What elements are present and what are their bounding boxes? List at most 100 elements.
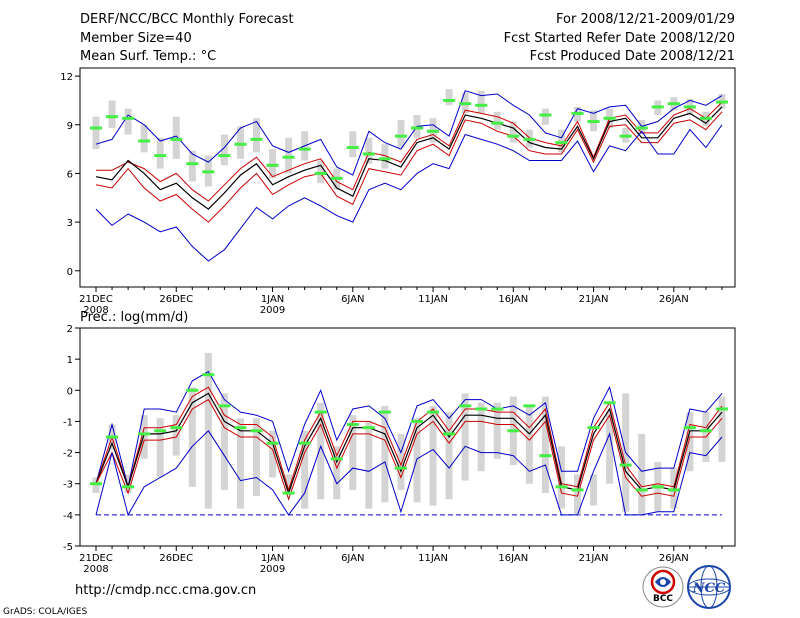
median-mark	[411, 419, 423, 423]
spread-box	[718, 396, 726, 462]
variable-label: Mean Surf. Temp.: °C	[80, 49, 216, 64]
median-mark	[571, 488, 584, 492]
spread-box	[397, 119, 405, 148]
median-mark	[330, 176, 343, 180]
spread-box	[333, 446, 341, 500]
x-year-label: 2008	[83, 564, 108, 575]
spread-box	[397, 433, 405, 490]
forecast-period: For 2008/12/21-2009/01/29	[556, 12, 735, 27]
median-mark	[459, 404, 472, 408]
spread-box	[509, 121, 517, 143]
y-tick-label: -4	[63, 511, 73, 522]
median-mark	[266, 163, 279, 167]
y-tick-label: 0	[67, 267, 73, 278]
spread-box	[285, 137, 293, 174]
median-mark	[282, 491, 295, 495]
median-mark	[667, 488, 680, 492]
x-tick-label: 11JAN	[418, 553, 448, 564]
series-line-spread-low	[95, 111, 723, 223]
median-mark	[571, 111, 584, 115]
median-mark	[282, 155, 295, 159]
x-tick-label: 26JAN	[659, 294, 689, 305]
spread-box	[461, 393, 469, 481]
spread-box	[541, 396, 549, 494]
series-line-min	[95, 124, 723, 262]
spread-box	[92, 116, 100, 150]
x-tick-label: 6JAN	[341, 294, 364, 305]
spread-box	[686, 412, 694, 472]
spread-box	[365, 421, 373, 509]
spread-box	[445, 412, 453, 500]
median-mark	[699, 429, 712, 433]
spread-box	[317, 402, 325, 500]
median-mark	[539, 454, 552, 458]
median-mark	[298, 147, 311, 151]
spread-box	[317, 160, 325, 184]
median-mark	[314, 171, 327, 175]
x-year-label: 2009	[260, 564, 285, 575]
spread-box	[349, 415, 357, 490]
median-mark	[491, 121, 504, 125]
series-line-max	[95, 90, 723, 176]
median-mark	[90, 482, 102, 486]
start-refer-date: Fcst Started Refer Date 2008/12/20	[504, 31, 735, 46]
median-mark	[346, 145, 359, 149]
median-mark	[443, 432, 456, 436]
series-line-min	[95, 430, 723, 517]
median-mark	[491, 407, 504, 411]
y-tick-label: 0	[67, 386, 73, 397]
series-line-max	[95, 370, 723, 487]
median-mark	[154, 154, 167, 158]
spread-box	[140, 415, 148, 459]
x-tick-label: 26JAN	[659, 553, 689, 564]
median-mark	[683, 105, 696, 109]
spread-box	[429, 405, 437, 506]
spread-box	[236, 418, 244, 509]
spread-box	[108, 100, 116, 129]
source-url[interactable]: http://cmdp.ncc.cma.gov.cn	[75, 583, 256, 598]
median-mark	[587, 426, 600, 430]
median-mark	[683, 426, 696, 430]
median-mark	[346, 423, 359, 427]
median-mark	[715, 407, 728, 411]
median-mark	[635, 126, 648, 130]
median-mark	[411, 126, 423, 130]
spread-box	[477, 402, 485, 472]
median-mark	[507, 134, 520, 138]
median-mark	[122, 116, 135, 120]
median-mark	[138, 432, 151, 436]
median-mark	[202, 170, 215, 174]
y-tick-label: -5	[63, 542, 73, 553]
median-mark	[459, 102, 472, 106]
median-mark	[555, 141, 568, 145]
median-mark	[250, 429, 263, 433]
panel-frame	[79, 67, 736, 288]
x-tick-label: 26DEC	[159, 553, 193, 564]
y-tick-label: 6	[67, 169, 73, 180]
x-tick-label: 11JAN	[418, 294, 448, 305]
temperature-panel: 0 3 6 9 12 21DEC 26DEC 1JAN 6JAN 11JAN 16JAN 21JAN 2…	[60, 67, 736, 316]
median-mark	[122, 485, 135, 489]
median-mark	[603, 401, 616, 405]
panel-frame	[79, 327, 736, 547]
spread-box	[445, 89, 453, 106]
median-mark	[667, 102, 680, 106]
spread-box	[606, 412, 614, 484]
spread-box	[638, 433, 646, 515]
median-mark	[394, 466, 407, 470]
x-tick-label: 21JAN	[579, 294, 609, 305]
spread-box	[188, 150, 196, 182]
median-mark	[635, 488, 648, 492]
spread-box	[557, 446, 565, 509]
spread-box	[220, 393, 228, 490]
x-year-label: 2009	[260, 305, 285, 316]
median-mark	[298, 441, 311, 445]
median-mark	[154, 429, 167, 433]
ncc-logo: NCC	[687, 565, 731, 609]
series-line-spread-high	[95, 386, 723, 492]
spread-box	[301, 430, 309, 509]
spread-box	[172, 415, 180, 456]
spread-box	[140, 124, 148, 153]
y-tick-label: 12	[60, 72, 73, 83]
median-mark	[218, 154, 231, 158]
